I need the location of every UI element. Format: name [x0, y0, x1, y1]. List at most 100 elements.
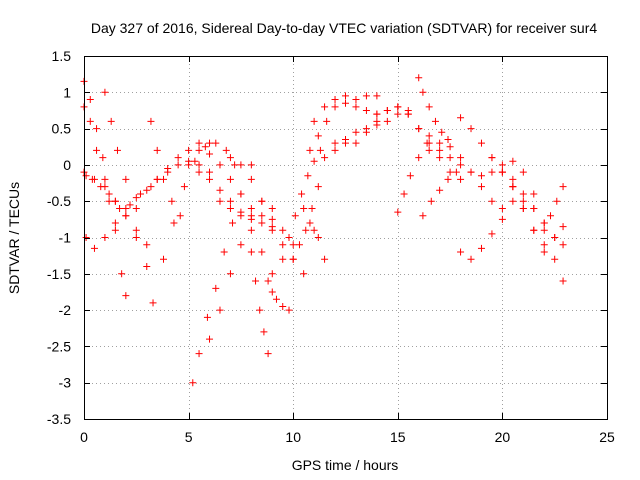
data-point — [258, 248, 266, 256]
data-point — [185, 161, 193, 169]
data-point — [308, 204, 316, 212]
data-point — [457, 154, 465, 162]
data-point — [314, 132, 322, 140]
data-point — [195, 168, 203, 176]
data-point — [467, 168, 475, 176]
data-point — [394, 208, 402, 216]
data-point — [404, 110, 412, 118]
data-point — [295, 241, 303, 249]
y-tick-label: -0.5 — [47, 193, 71, 209]
chart-title: Day 327 of 2016, Sidereal Day-to-day VTE… — [91, 20, 597, 36]
series-arc-2 — [80, 157, 214, 212]
data-point — [226, 154, 234, 162]
data-point — [149, 299, 157, 307]
data-point — [457, 248, 465, 256]
data-point — [260, 328, 268, 336]
data-point — [362, 128, 370, 136]
series-arc-24 — [373, 103, 465, 183]
data-point — [314, 183, 322, 191]
x-tick-label: 10 — [285, 429, 301, 445]
data-point — [457, 161, 465, 169]
data-point — [132, 204, 140, 212]
data-point — [427, 197, 435, 205]
data-point — [436, 146, 444, 154]
data-point — [285, 234, 293, 241]
data-point — [352, 96, 360, 104]
data-point — [551, 234, 559, 241]
data-point — [247, 226, 255, 234]
y-tick-label: -3 — [59, 375, 72, 391]
data-point — [93, 146, 101, 154]
y-tick-label: 0 — [63, 157, 71, 173]
series-arc-16 — [264, 277, 293, 314]
x-tick-label: 25 — [599, 429, 615, 445]
data-point — [547, 212, 555, 220]
data-point — [201, 143, 209, 151]
data-point — [362, 92, 370, 100]
data-point — [113, 146, 121, 154]
data-point — [306, 146, 314, 154]
data-point — [101, 183, 109, 191]
data-point — [206, 139, 214, 147]
data-point — [272, 295, 280, 303]
data-point — [206, 168, 214, 176]
data-point — [559, 183, 567, 191]
data-point — [86, 117, 94, 125]
data-point — [256, 306, 264, 314]
data-point — [86, 96, 94, 104]
data-point — [206, 335, 214, 343]
data-point — [237, 241, 245, 249]
data-point — [285, 306, 293, 314]
series-arc-17 — [279, 146, 324, 263]
y-tick-label: 1.5 — [52, 48, 72, 64]
series-arc-9 — [189, 161, 255, 387]
data-point — [425, 103, 433, 111]
data-point — [247, 175, 255, 183]
data-point — [226, 204, 234, 212]
data-point — [258, 219, 266, 227]
grid — [84, 56, 607, 419]
data-point — [310, 117, 318, 125]
series-arc-33 — [498, 168, 567, 256]
data-point — [383, 106, 391, 114]
data-point — [153, 175, 161, 183]
data-point — [436, 139, 444, 147]
data-point — [419, 212, 427, 220]
data-point — [226, 270, 234, 278]
series-arc-18 — [289, 183, 322, 263]
data-point — [279, 255, 287, 263]
data-point — [373, 92, 381, 100]
data-point — [383, 117, 391, 125]
x-tick-label: 15 — [390, 429, 406, 445]
data-point — [425, 146, 433, 154]
series-arc-35 — [509, 175, 567, 249]
series-arc-26 — [415, 74, 452, 143]
data-point — [132, 226, 140, 234]
data-point — [291, 212, 299, 220]
series-arc-31 — [457, 197, 517, 263]
y-tick-label: 1 — [63, 84, 71, 100]
data-point — [342, 99, 349, 107]
data-point — [216, 161, 224, 169]
data-point — [419, 88, 427, 96]
data-point — [237, 190, 245, 198]
data-point — [143, 241, 151, 249]
series-arc-5 — [82, 172, 157, 307]
data-point — [488, 168, 496, 176]
data-point — [540, 219, 548, 227]
data-point — [415, 154, 423, 162]
y-tick-label: 0.5 — [52, 121, 72, 137]
x-tick-label: 20 — [495, 429, 511, 445]
data-point — [509, 175, 517, 183]
data-point — [373, 110, 381, 118]
data-point — [111, 226, 119, 234]
series-arc-13 — [216, 197, 308, 278]
data-point — [310, 157, 318, 165]
data-point — [122, 204, 130, 212]
data-point — [147, 183, 155, 191]
data-point — [362, 106, 370, 114]
data-point — [99, 154, 107, 162]
data-point — [247, 215, 255, 223]
data-point — [300, 204, 308, 212]
data-point — [559, 223, 567, 231]
